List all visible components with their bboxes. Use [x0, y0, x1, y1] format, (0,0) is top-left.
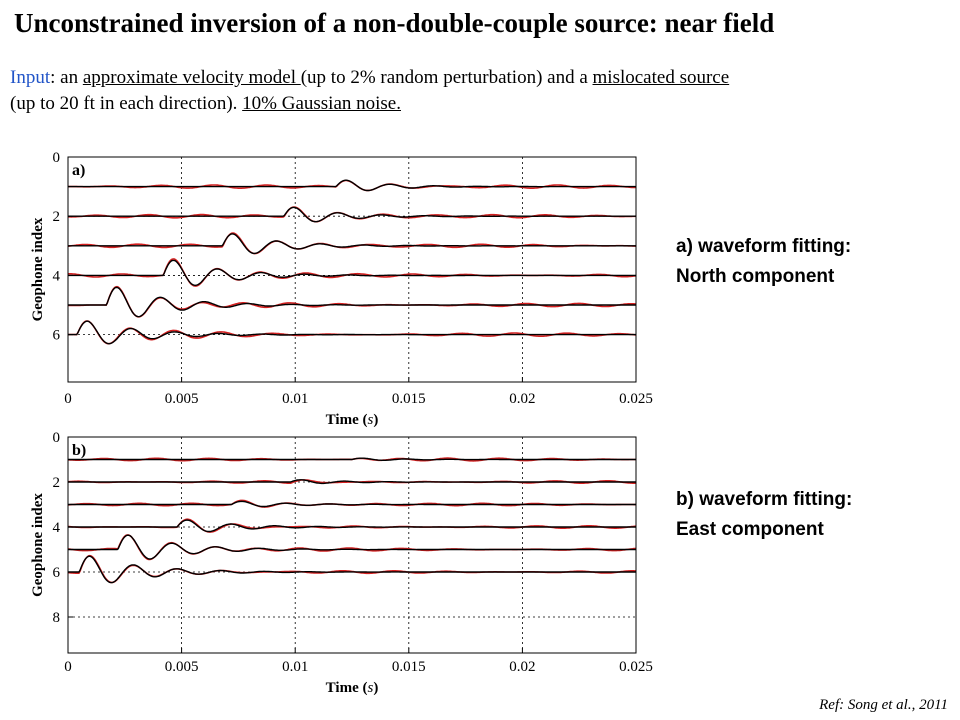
observed-trace [68, 518, 637, 533]
synthetic-trace [68, 179, 636, 192]
x-axis-label: Time (s) [326, 680, 379, 696]
synthetic-trace [68, 519, 636, 533]
caption-b-line1: b) waveform fitting: [676, 489, 853, 510]
slide-title: Unconstrained inversion of a non-double-… [14, 8, 775, 38]
observed-trace [67, 232, 637, 255]
intro-part-2: (up to 2% random perturbation) and a [300, 67, 593, 88]
input-label: Input [10, 67, 51, 88]
x-tick-label: 0 [64, 659, 72, 675]
caption-a-line1: a) waveform fitting: [676, 236, 852, 257]
synthetic-trace [68, 320, 636, 345]
synthetic-trace [68, 500, 636, 508]
x-tick-label: 0 [64, 391, 72, 407]
observed-trace [67, 534, 637, 561]
synthetic-trace [68, 457, 636, 461]
intro-velocity-model: approximate velocity model [82, 67, 301, 88]
observed-trace [68, 320, 637, 345]
observed-trace [68, 206, 637, 223]
caption-a-line2: North component [676, 266, 835, 287]
panel-label: b) [72, 442, 86, 459]
y-tick-label: 8 [53, 610, 61, 626]
x-tick-label: 0.02 [509, 659, 535, 675]
panel-b: 0 0.005 0.01 0.015 0.02 0.025 0 2 4 6 8 b) Time (s) G… [30, 430, 653, 696]
intro-noise: 10% Gaussian noise. [242, 93, 401, 114]
reference: Ref: Song et al., 2011 [819, 697, 948, 713]
x-tick-label: 0.005 [165, 391, 199, 407]
y-tick-label: 4 [53, 520, 61, 536]
x-tick-label: 0.01 [282, 391, 308, 407]
y-tick-label: 0 [53, 430, 61, 446]
panel-a: 0 0.005 0.01 0.015 0.02 0.025 0 2 4 6 a) Time (s) Ge… [30, 150, 653, 428]
caption-b: b) waveform fitting: East component [676, 485, 852, 545]
synthetic-trace [68, 259, 636, 286]
x-tick-label: 0.005 [165, 659, 199, 675]
synthetic-trace [68, 286, 636, 318]
synthetic-trace [68, 233, 636, 255]
y-tick-label: 2 [53, 209, 61, 225]
x-tick-label: 0.015 [392, 659, 426, 675]
y-tick-label: 6 [53, 565, 61, 581]
x-tick-label: 0.015 [392, 391, 426, 407]
synthetic-trace [68, 479, 636, 485]
observed-trace [67, 554, 636, 584]
y-axis-label: Geophone index [30, 217, 46, 321]
axes-frame [67, 436, 637, 654]
synthetic-trace [68, 555, 636, 584]
y-axis-label: Geophone index [30, 493, 46, 597]
caption-a: a) waveform fitting: North component [676, 232, 851, 292]
synthetic-trace [68, 534, 636, 560]
observed-trace [68, 258, 637, 287]
axes-frame [67, 156, 637, 383]
x-tick-label: 0.025 [619, 391, 653, 407]
x-tick-label: 0.01 [282, 659, 308, 675]
x-tick-label: 0.025 [619, 659, 653, 675]
x-axis-label: Time (s) [326, 412, 379, 428]
intro-text: Input: an approximate velocity model (up… [10, 65, 930, 117]
caption-b-line2: East component [676, 519, 824, 540]
y-tick-label: 4 [53, 268, 61, 284]
y-tick-label: 0 [53, 150, 61, 166]
y-tick-label: 2 [53, 475, 61, 491]
intro-part-1: : an [50, 67, 83, 88]
x-tick-label: 0.02 [509, 391, 535, 407]
intro-part-3: (up to 20 ft in each direction). [10, 93, 243, 114]
observed-trace [67, 499, 636, 508]
y-tick-label: 6 [53, 328, 61, 344]
synthetic-trace [68, 206, 636, 223]
intro-mislocated-source: mislocated source [592, 67, 730, 88]
panel-label: a) [72, 162, 85, 179]
